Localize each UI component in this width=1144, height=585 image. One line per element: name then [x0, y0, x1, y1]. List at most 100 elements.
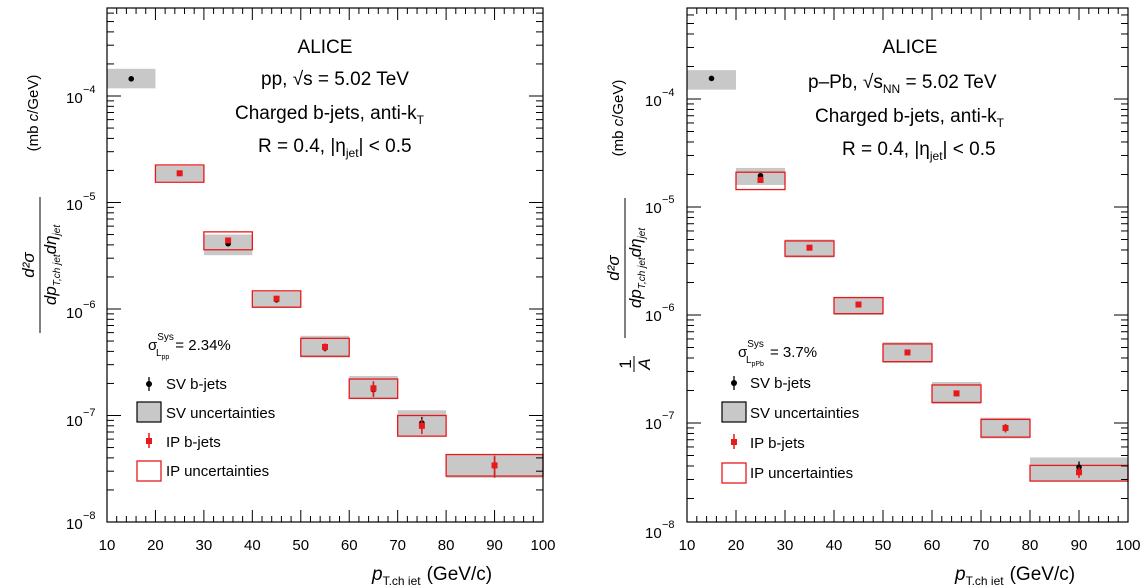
- right-ip-sys-band: [784, 240, 835, 257]
- left-sv-point: [128, 76, 135, 82]
- left-ytick-1e-6: 10: [66, 305, 83, 322]
- right-system-label: p–Pb, √sNN = 5.02 TeV: [808, 72, 997, 96]
- left-ytick-exp-7: −7: [83, 407, 96, 419]
- left-lumi-uncertainty: σSys Lpp= 2.34%: [148, 332, 231, 361]
- right-legend-sv-band: [721, 401, 747, 423]
- left-x-tick-label: 50: [292, 537, 309, 554]
- right-cuts-label: R = 0.4, |ηjet| < 0.5: [842, 139, 996, 163]
- right-ytick-exp-5: −5: [662, 194, 675, 206]
- right-ytick-exp-8: −8: [662, 519, 675, 531]
- left-y-axis-title: d²σ dpT,ch jetdηjet (mb c/GeV): [19, 75, 63, 333]
- left-jets-label: Charged b-jets, anti-kT: [235, 103, 425, 127]
- left-y-tick-labels: 10 −8 10 −7 10 −6 10 −5 10 −4: [66, 84, 96, 533]
- right-ytick-exp-6: −6: [662, 302, 675, 314]
- right-legend-sv-marker: [731, 380, 737, 386]
- right-legend-ip-label: IP b-jets: [750, 435, 805, 452]
- right-x-axis-title: pT,ch jet (GeV/c): [954, 564, 1075, 585]
- left-ip-sys-band: [397, 414, 447, 437]
- left-x-tick-label: 30: [196, 537, 213, 554]
- left-panel: 10 20 30 40 50 60 70 80 90 100 10 −8 10 −7 10 −6 …: [19, 7, 556, 585]
- right-ytick-1e-5: 10: [645, 200, 662, 217]
- right-ip-sys-band: [735, 171, 786, 191]
- right-x-tick-label: 90: [1071, 537, 1088, 554]
- right-legend-sv-label: SV b-jets: [750, 375, 811, 392]
- right-ip-sys-band: [980, 418, 1031, 438]
- left-system-label: pp, √s = 5.02 TeV: [261, 69, 409, 90]
- left-ip-sys-band: [203, 231, 253, 251]
- left-ylabel-unit: (mb c/GeV): [25, 75, 42, 152]
- right-plot-frame: [686, 7, 1129, 523]
- right-ytick-1e-6: 10: [645, 308, 662, 325]
- left-x-axis-title: pT,ch jet (GeV/c): [371, 564, 492, 585]
- right-x-tick-label: 40: [826, 537, 843, 554]
- left-ytick-1e-8: 10: [66, 516, 83, 533]
- left-experiment-label: ALICE: [298, 37, 353, 58]
- left-ytick-1e-5: 10: [66, 197, 83, 214]
- right-ylabel-denominator: dpT,ch jetdηjet: [626, 227, 648, 308]
- right-ylabel-prefactor-one: 1: [616, 359, 635, 368]
- right-x-tick-label: 70: [973, 537, 990, 554]
- right-panel: 10 20 30 40 50 60 70 80 90 100 10 −8 10 −7 10 −6 …: [604, 7, 1141, 585]
- left-ip-point: [225, 237, 232, 244]
- left-ytick-exp-8: −8: [83, 510, 96, 522]
- left-ip-point: [418, 422, 425, 429]
- right-sv-point: [708, 75, 715, 82]
- right-x-tick-label: 50: [875, 537, 892, 554]
- left-plot-frame: [106, 7, 544, 523]
- left-legend: SV b-jets SV uncertainties IP b-jets IP …: [136, 376, 275, 482]
- left-ytick-exp-4: −4: [83, 84, 96, 96]
- left-ylabel-denominator: dpT,ch jetdηjet: [41, 224, 63, 305]
- right-ip-point: [904, 349, 911, 356]
- left-data-marks: [107, 68, 544, 478]
- right-ylabel-numerator: d²σ: [604, 255, 623, 281]
- right-x-tick-label: 10: [679, 537, 696, 554]
- right-ip-point: [1076, 469, 1082, 476]
- left-x-tick-label: 90: [486, 537, 503, 554]
- left-x-tick-label: 20: [147, 537, 164, 554]
- right-ylabel-prefactor-a: A: [635, 358, 654, 370]
- right-ip-sys-band: [882, 343, 933, 363]
- right-axis-ticks: 10 20 30 40 50 60 70 80 90 100: [679, 8, 1141, 554]
- right-ip-sys-band: [833, 296, 884, 315]
- right-ip-point: [855, 301, 862, 308]
- right-y-axis-title: 1 A d²σ dpT,ch jetdηjet (mb c/GeV): [604, 80, 654, 372]
- right-ytick-exp-7: −7: [662, 410, 675, 422]
- left-ip-sys-band: [154, 164, 205, 183]
- right-ytick-1e-7: 10: [645, 416, 662, 433]
- left-x-tick-label: 100: [530, 537, 555, 554]
- right-ip-sys-band: [931, 384, 982, 404]
- left-ylabel-numerator: d²σ: [19, 252, 38, 278]
- left-x-tick-label: 70: [389, 537, 406, 554]
- left-ip-point: [322, 343, 328, 350]
- right-x-tick-label: 60: [924, 537, 941, 554]
- left-axis-ticks: 10 20 30 40 50 60 70 80 90 100: [99, 8, 556, 554]
- left-legend-ip-band-label: IP uncertainties: [166, 463, 269, 480]
- right-jets-label: Charged b-jets, anti-kT: [815, 106, 1005, 130]
- right-ip-point: [1002, 424, 1009, 431]
- left-ip-point: [370, 385, 377, 392]
- left-legend-sv-label: SV b-jets: [166, 376, 227, 393]
- right-ytick-exp-4: −4: [662, 87, 675, 99]
- left-ytick-1e-4: 10: [66, 90, 83, 107]
- left-legend-ip-label: IP b-jets: [166, 434, 221, 451]
- right-legend: SV b-jets SV uncertainties IP b-jets IP …: [721, 375, 859, 484]
- right-ylabel-unit: (mb c/GeV): [610, 80, 627, 157]
- right-ytick-1e-4: 10: [645, 93, 662, 110]
- right-x-tick-label: 80: [1022, 537, 1039, 554]
- right-x-tick-label: 20: [728, 537, 745, 554]
- right-legend-ip-band: [721, 462, 747, 484]
- right-legend-sv-band-label: SV uncertainties: [750, 405, 859, 422]
- left-ip-point: [176, 170, 183, 177]
- left-ip-point: [491, 462, 498, 469]
- left-ytick-1e-7: 10: [66, 413, 83, 430]
- right-data-marks: [687, 70, 1129, 482]
- right-legend-ip-marker: [731, 439, 737, 445]
- left-ip-sys-band: [300, 337, 350, 357]
- left-x-tick-label: 80: [438, 537, 455, 554]
- left-x-tick-label: 60: [341, 537, 358, 554]
- right-y-tick-labels: 10 −8 10 −7 10 −6 10 −5 10 −4: [645, 87, 675, 542]
- right-ip-point: [953, 390, 960, 397]
- left-legend-sv-band: [136, 401, 162, 423]
- right-ytick-1e-8: 10: [645, 525, 662, 542]
